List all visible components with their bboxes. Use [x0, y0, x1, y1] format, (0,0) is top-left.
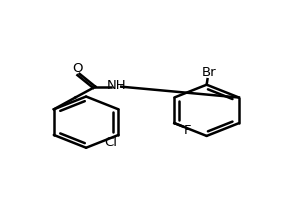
Text: F: F — [184, 124, 191, 137]
Text: O: O — [73, 62, 83, 75]
Text: Br: Br — [202, 66, 216, 79]
Text: NH: NH — [106, 79, 126, 92]
Text: Cl: Cl — [105, 136, 118, 149]
